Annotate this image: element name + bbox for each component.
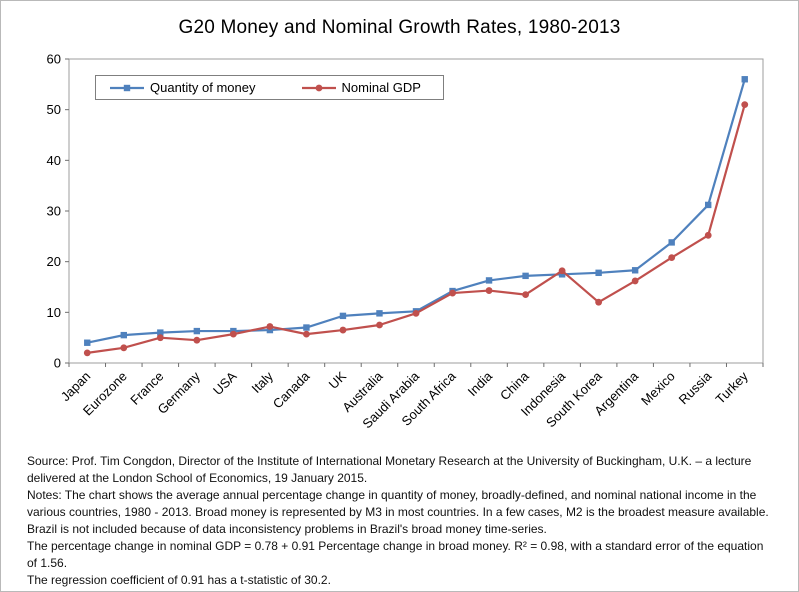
legend-label: Quantity of money [150, 80, 256, 95]
svg-text:Turkey: Turkey [712, 368, 751, 407]
svg-text:20: 20 [47, 254, 61, 269]
legend-label: Nominal GDP [341, 80, 421, 95]
svg-text:Italy: Italy [249, 368, 277, 396]
legend-item: Nominal GDP [301, 80, 421, 95]
svg-text:Mexico: Mexico [638, 369, 678, 409]
svg-text:USA: USA [210, 368, 240, 398]
notes-block: Source: Prof. Tim Congdon, Director of t… [27, 453, 772, 589]
regression-text-1: The percentage change in nominal GDP = 0… [27, 539, 764, 571]
svg-text:UK: UK [326, 368, 350, 392]
legend-marker-icon [301, 84, 336, 91]
chart-area: 0 10 20 30 40 50 60 Japan Eurozone France Germany U… [19, 45, 780, 447]
svg-text:India: India [465, 368, 496, 399]
svg-text:30: 30 [47, 204, 61, 219]
svg-text:Canada: Canada [270, 368, 313, 411]
legend-marker-icon [110, 84, 144, 91]
legend-item: Quantity of money [110, 80, 256, 95]
svg-text:10: 10 [47, 305, 61, 320]
notes-text: Notes: The chart shows the average annua… [27, 488, 769, 537]
regression-text-2: The regression coefficient of 0.91 has a… [27, 573, 331, 588]
svg-text:Russia: Russia [676, 368, 715, 407]
chart-title: G20 Money and Nominal Growth Rates, 1980… [178, 17, 621, 38]
svg-text:0: 0 [54, 356, 61, 371]
chart-legend: Quantity of money Nominal GDP [95, 75, 444, 100]
svg-text:60: 60 [47, 52, 61, 67]
svg-text:40: 40 [47, 153, 61, 168]
svg-text:50: 50 [47, 102, 61, 117]
source-text: Source: Prof. Tim Congdon, Director of t… [27, 454, 752, 486]
